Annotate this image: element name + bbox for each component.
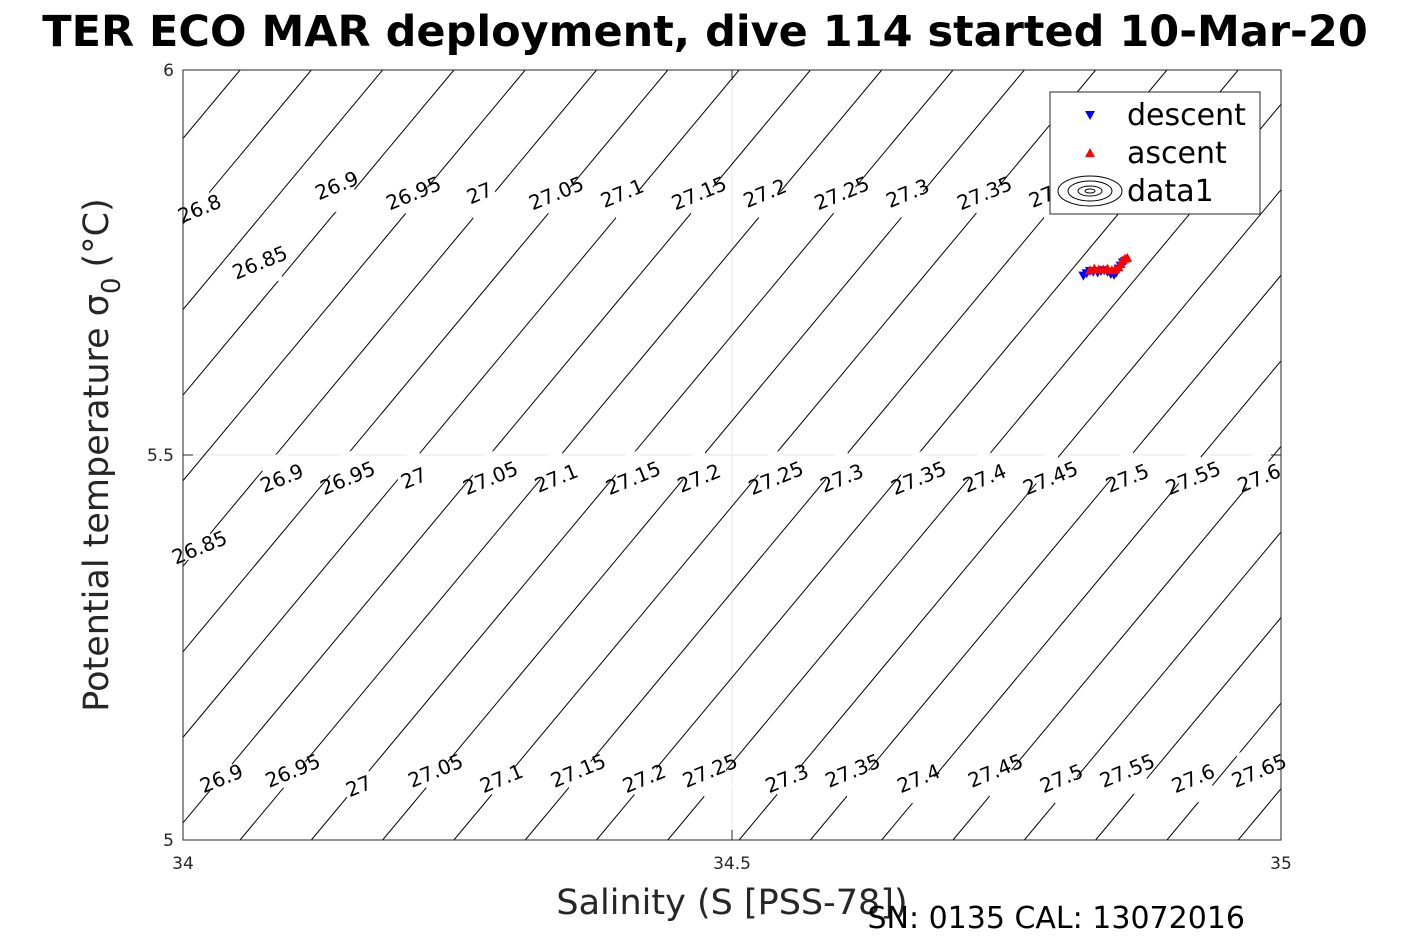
- contour-label-bg: [533, 450, 580, 506]
- contour-label-bg: [335, 758, 382, 814]
- contour-label-bg: [818, 165, 865, 222]
- svg-text:Potential temperature σ0(°C): Potential temperature σ0 (°C): [77, 198, 127, 712]
- y-axis-label-sub: 0: [97, 277, 127, 294]
- axis-ticks: 34 34.5 35 5 5.5 6: [147, 61, 1292, 874]
- contour-line: [881, 360, 1281, 840]
- contour-label-bg: [687, 742, 734, 799]
- legend-ascent-label: ascent: [1127, 136, 1227, 171]
- contour-line: [1095, 616, 1281, 840]
- contour-label-bg: [895, 450, 942, 506]
- y-axis-label-unit: (°C): [77, 198, 117, 267]
- contour-label-bg: [895, 750, 942, 807]
- contour-label-bg: [884, 165, 931, 222]
- y-axis-label: Potential temperature σ0 (°C): [77, 198, 127, 712]
- contour-label-bg: [829, 742, 876, 799]
- contour-label-bg: [390, 165, 437, 222]
- contour-label-bg: [1038, 750, 1085, 807]
- contour-line: [738, 188, 1281, 840]
- contour-label-bg: [961, 165, 1008, 222]
- contour-label-bg: [1170, 450, 1217, 506]
- contour-label-bg: [555, 742, 602, 799]
- contour-label-bg: [390, 450, 437, 506]
- legend-descent-marker: [1085, 111, 1095, 120]
- contour-label-bg: [236, 234, 283, 291]
- contour-label-bg: [456, 165, 503, 222]
- legend-box: [1049, 91, 1261, 215]
- legend-ascent-marker: [1085, 148, 1095, 157]
- x-axis-label: Salinity (S [PSS-78]): [556, 883, 907, 923]
- contour-line: [1023, 531, 1281, 840]
- legend-descent-label: descent: [1127, 98, 1246, 133]
- ascent-point: [1122, 252, 1133, 262]
- contour-label-bg: [741, 165, 788, 222]
- serial-calibration-footer: SN: 0135 CAL: 13072016: [867, 901, 1245, 936]
- contour-label-bg: [1170, 750, 1217, 807]
- contour-label-bg: [269, 742, 316, 799]
- contour-label-bg: [610, 450, 657, 506]
- contour-label-bg: [176, 180, 223, 237]
- contour-label-bg: [313, 157, 360, 214]
- x-tick-label: 34.5: [713, 854, 751, 874]
- contour-label-bg: [198, 750, 245, 807]
- legend-data1-marker: [1057, 175, 1123, 207]
- contour-label-bg: [961, 450, 1008, 506]
- data-points: [1078, 252, 1133, 281]
- contour-label-bg: [1236, 450, 1283, 506]
- contour-label-bg: [621, 750, 668, 807]
- contour-label-bg: [1104, 742, 1151, 799]
- y-tick-label: 5.5: [147, 446, 174, 466]
- contour-line: [1166, 702, 1281, 840]
- legend: descent ascent data1: [1049, 91, 1261, 215]
- contour-label-bg: [818, 450, 865, 506]
- contour-label-bg: [324, 450, 371, 506]
- contour-line: [183, 70, 384, 311]
- contour-label-bg: [676, 450, 723, 506]
- legend-data1-label: data1: [1127, 174, 1214, 209]
- contour-label-bg: [1104, 450, 1151, 506]
- contour-label-bg: [599, 165, 646, 222]
- contour-label-bg: [533, 165, 580, 222]
- contour-label-bg: [258, 450, 305, 506]
- contour-label-bg: [412, 742, 459, 799]
- x-tick-label: 34: [172, 854, 194, 874]
- contour-label-bg: [176, 519, 223, 576]
- contour-label-bg: [752, 450, 799, 506]
- contour-label-bg: [1027, 450, 1074, 506]
- y-axis-label-main: Potential temperature σ: [77, 294, 117, 712]
- contour-line: [0, 70, 26, 840]
- y-tick-label: 5: [163, 831, 174, 851]
- contour-label-bg: [763, 750, 810, 807]
- contour-label-bg: [467, 450, 514, 506]
- chart-title: TER ECO MAR deployment, dive 114 started…: [42, 7, 1368, 57]
- contour-label-bg: [478, 750, 525, 807]
- contour-label-bg: [1236, 742, 1283, 799]
- contour-label-bg: [972, 742, 1019, 799]
- x-tick-label: 35: [1270, 854, 1292, 874]
- contour-label-bg: [676, 165, 723, 222]
- y-tick-label: 6: [163, 61, 174, 81]
